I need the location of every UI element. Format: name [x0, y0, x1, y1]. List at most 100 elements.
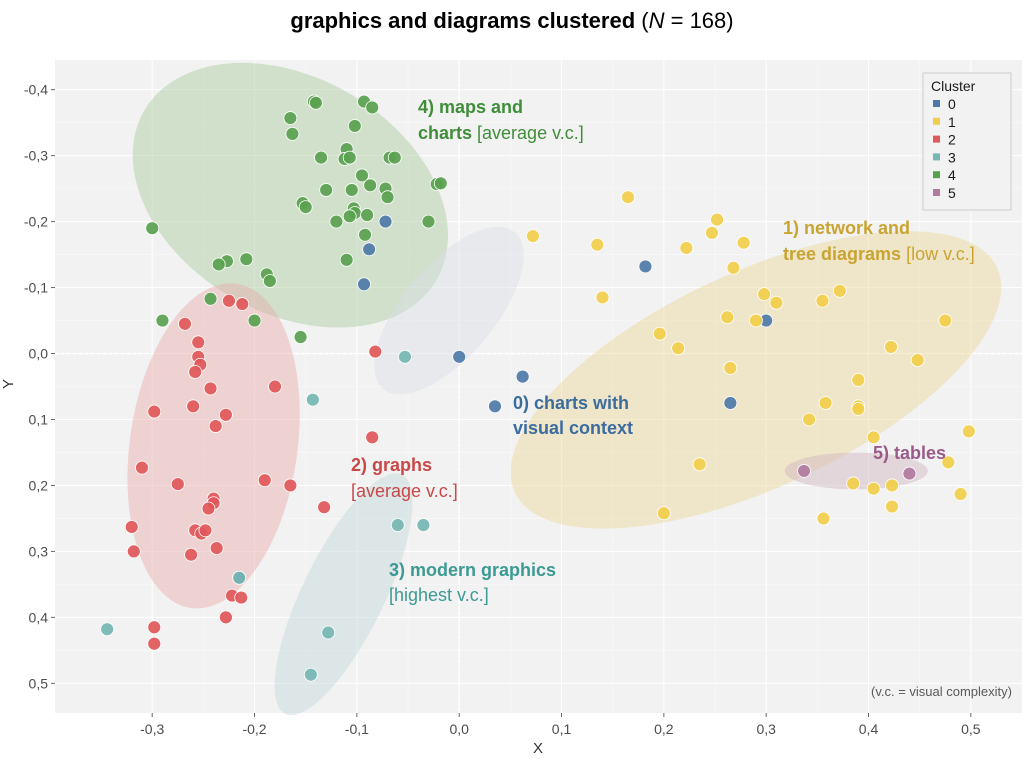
point-cluster-0 [362, 242, 377, 257]
cluster-label-3: 3) modern graphics [389, 560, 556, 580]
point-cluster-1 [621, 190, 635, 205]
legend-title: Cluster [931, 78, 976, 94]
point-cluster-0 [378, 214, 393, 229]
point-cluster-2 [268, 379, 282, 394]
x-tick-label: 0,2 [654, 721, 674, 737]
point-cluster-1 [802, 412, 817, 427]
point-cluster-2 [209, 541, 224, 556]
x-tick-label: -0,3 [140, 721, 164, 737]
point-cluster-2 [218, 610, 233, 625]
point-cluster-3 [416, 518, 431, 532]
x-tick-label: -0,2 [242, 721, 266, 737]
point-cluster-2 [184, 547, 198, 562]
point-cluster-1 [590, 237, 605, 252]
point-cluster-3 [303, 667, 318, 682]
point-cluster-3 [390, 518, 405, 532]
point-cluster-1 [866, 430, 881, 445]
point-cluster-0 [488, 399, 502, 414]
legend-label-5: 5 [948, 185, 956, 201]
legend-swatch-4 [933, 171, 940, 179]
point-cluster-2 [170, 477, 185, 492]
point-cluster-1 [757, 287, 772, 302]
point-cluster-3 [305, 392, 320, 407]
point-cluster-1 [736, 235, 751, 250]
legend-label-0: 0 [948, 96, 956, 112]
cluster-desc-4: charts [average v.c.] [418, 123, 584, 143]
point-cluster-1 [710, 212, 724, 227]
point-cluster-1 [705, 225, 719, 240]
point-cluster-4 [380, 190, 395, 205]
y-tick-label: -0,1 [24, 280, 48, 296]
point-cluster-5 [797, 464, 811, 478]
y-tick-label: 0,2 [29, 477, 49, 493]
point-cluster-2 [257, 473, 272, 488]
y-axis-ticks: -0,4 -0,3 -0,2 -0,1 0,0 0,1 0,2 0,3 0,4 0,5 [24, 82, 55, 691]
x-tick-label: 0,4 [859, 721, 879, 737]
point-cluster-1 [961, 424, 976, 439]
point-cluster-4 [293, 330, 308, 344]
point-cluster-4 [239, 252, 254, 267]
point-cluster-2 [147, 620, 162, 635]
point-cluster-4 [262, 274, 277, 288]
point-cluster-4 [387, 150, 402, 165]
y-tick-label: -0,3 [24, 148, 48, 164]
cluster-ellipse-0 [374, 226, 524, 395]
y-tick-label: 0,1 [29, 411, 49, 427]
point-cluster-2 [126, 544, 141, 559]
point-cluster-4 [360, 208, 375, 222]
cluster-label-5: 5) tables [873, 443, 946, 463]
point-cluster-0 [723, 396, 738, 410]
point-cluster-2 [235, 297, 250, 311]
point-cluster-2 [188, 365, 203, 379]
point-cluster-2 [124, 520, 139, 534]
point-cluster-1 [884, 340, 898, 354]
point-cluster-4 [314, 150, 328, 165]
point-cluster-1 [679, 241, 694, 255]
point-cluster-1 [769, 295, 784, 310]
point-cluster-2 [198, 523, 213, 538]
zero-lines [55, 60, 1022, 713]
point-cluster-2 [147, 404, 162, 419]
point-cluster-1 [851, 373, 866, 387]
x-tick-label: 0,0 [449, 721, 469, 737]
point-cluster-4 [298, 200, 313, 214]
point-cluster-2 [317, 500, 332, 515]
point-cluster-1 [885, 478, 899, 493]
point-cluster-4 [155, 313, 170, 328]
point-cluster-2 [283, 478, 298, 493]
point-cluster-2 [135, 460, 149, 475]
point-cluster-2 [186, 399, 201, 414]
chart-title: graphics and diagrams clustered (N = 168… [290, 8, 733, 33]
point-cluster-4 [344, 183, 359, 197]
cluster-labels: 0) charts with visual context 1) network a… [351, 97, 975, 605]
point-cluster-1 [671, 341, 686, 356]
point-cluster-4 [329, 214, 344, 229]
point-cluster-3 [321, 625, 336, 640]
y-axis-title: Y [0, 379, 17, 389]
point-cluster-1 [846, 476, 861, 491]
cluster-ellipse-4 [132, 62, 448, 328]
point-cluster-1 [726, 260, 741, 275]
footnote: (v.c. = visual complexity) [871, 684, 1012, 699]
x-tick-label: -0,1 [345, 721, 369, 737]
legend-swatch-3 [933, 153, 940, 161]
point-cluster-4 [203, 291, 218, 306]
cluster-ellipse-1 [510, 231, 1002, 529]
cluster-desc-2: [average v.c.] [351, 481, 458, 501]
point-cluster-2 [178, 316, 192, 331]
x-axis-title: X [533, 740, 543, 757]
point-cluster-4 [342, 209, 357, 224]
y-tick-label: 0,4 [29, 609, 49, 625]
point-cluster-1 [749, 313, 763, 328]
point-cluster-2 [218, 407, 233, 422]
point-cluster-4 [421, 214, 436, 229]
point-cluster-1 [815, 293, 830, 308]
y-tick-label: 0,0 [29, 346, 49, 362]
point-cluster-1 [656, 506, 671, 521]
point-cluster-2 [234, 590, 249, 605]
point-cluster-2 [203, 381, 218, 396]
legend-label-4: 4 [948, 167, 956, 183]
point-cluster-1 [692, 457, 707, 472]
